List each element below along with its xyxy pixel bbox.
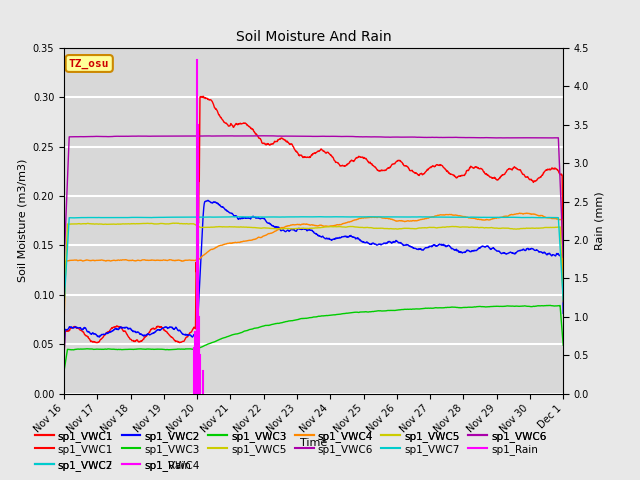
Y-axis label: Rain (mm): Rain (mm)	[595, 192, 605, 250]
Text: TZ_osu: TZ_osu	[69, 59, 109, 69]
Legend: sp1_VWC1, sp1_VWC2, sp1_VWC3, sp1_VWC4, sp1_VWC5, sp1_VWC6, sp1_VWC7, sp1_Rain: sp1_VWC1, sp1_VWC2, sp1_VWC3, sp1_VWC4, …	[31, 439, 542, 475]
Legend: sp1_VWC7, sp1_Rain: sp1_VWC7, sp1_Rain	[31, 456, 196, 475]
Title: Soil Moisture And Rain: Soil Moisture And Rain	[236, 30, 392, 44]
Y-axis label: Soil Moisture (m3/m3): Soil Moisture (m3/m3)	[17, 159, 27, 283]
Legend: sp1_VWC1, sp1_VWC2, sp1_VWC3, sp1_VWC4, sp1_VWC5, sp1_VWC6: sp1_VWC1, sp1_VWC2, sp1_VWC3, sp1_VWC4, …	[31, 427, 550, 446]
X-axis label: Time: Time	[300, 438, 327, 448]
